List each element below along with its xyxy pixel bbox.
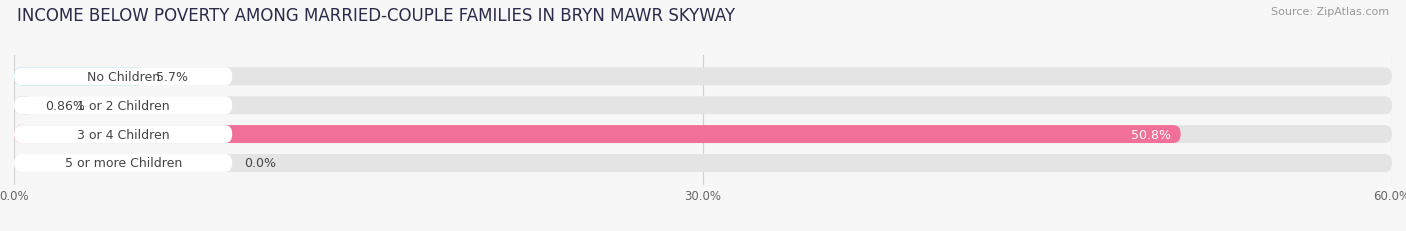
Text: Source: ZipAtlas.com: Source: ZipAtlas.com [1271,7,1389,17]
Text: 5 or more Children: 5 or more Children [65,157,181,170]
FancyBboxPatch shape [14,97,1392,115]
FancyBboxPatch shape [14,97,232,115]
FancyBboxPatch shape [14,97,34,115]
FancyBboxPatch shape [14,68,145,86]
FancyBboxPatch shape [14,126,232,143]
Text: INCOME BELOW POVERTY AMONG MARRIED-COUPLE FAMILIES IN BRYN MAWR SKYWAY: INCOME BELOW POVERTY AMONG MARRIED-COUPL… [17,7,735,25]
Text: 0.86%: 0.86% [45,99,86,112]
Text: 3 or 4 Children: 3 or 4 Children [77,128,170,141]
FancyBboxPatch shape [14,154,1392,172]
FancyBboxPatch shape [14,68,232,86]
FancyBboxPatch shape [14,126,1181,143]
Text: 50.8%: 50.8% [1132,128,1171,141]
Text: 5.7%: 5.7% [156,70,188,83]
Text: No Children: No Children [87,70,160,83]
FancyBboxPatch shape [14,126,1392,143]
Text: 1 or 2 Children: 1 or 2 Children [77,99,170,112]
Text: 0.0%: 0.0% [243,157,276,170]
FancyBboxPatch shape [14,68,1392,86]
FancyBboxPatch shape [14,154,232,172]
